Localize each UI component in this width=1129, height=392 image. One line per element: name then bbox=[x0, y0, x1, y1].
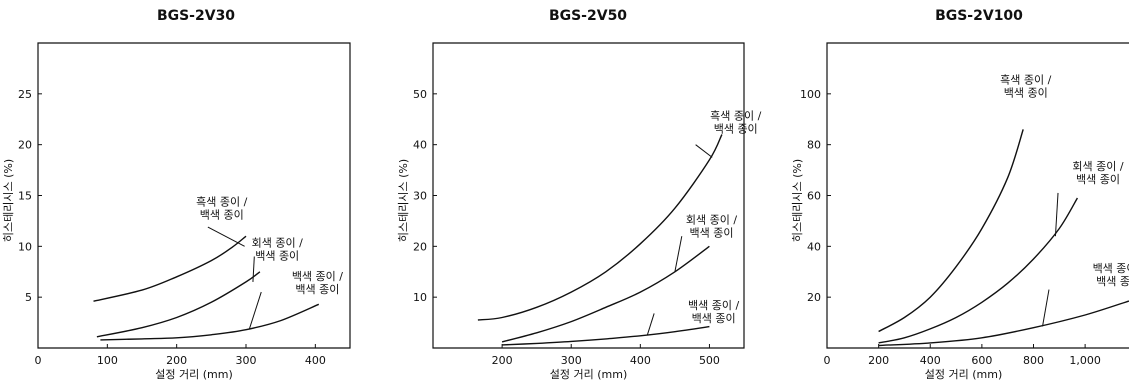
plot-frame bbox=[826, 42, 1129, 349]
x-tick-label: 0 bbox=[35, 354, 42, 367]
annotation-label: 백색 종이 / bbox=[688, 299, 739, 312]
annotation-pointer bbox=[695, 144, 713, 158]
y-tick-label: 40 bbox=[807, 240, 821, 253]
x-tick-label: 100 bbox=[97, 354, 118, 367]
annotation-label: 백색 종이 bbox=[714, 122, 758, 135]
x-tick-label: 200 bbox=[166, 354, 187, 367]
series-line bbox=[878, 300, 1129, 347]
y-tick-label: 25 bbox=[18, 88, 32, 101]
annotation-label: 백색 종이 bbox=[295, 283, 339, 296]
plot-frame bbox=[37, 42, 351, 349]
y-tick-label: 20 bbox=[413, 240, 427, 253]
annotation-label: 흑색 종이 / bbox=[710, 108, 761, 122]
annotation-pointer bbox=[207, 226, 245, 247]
x-tick-label: 400 bbox=[630, 354, 651, 367]
annotation-label: 회색 종이 / bbox=[1072, 160, 1123, 173]
x-tick-label: 400 bbox=[920, 354, 941, 367]
y-axis-label: 히스테리시스 (%) bbox=[790, 159, 804, 242]
annotation-pointer bbox=[646, 313, 655, 336]
y-tick-label: 30 bbox=[413, 190, 427, 203]
x-tick-label: 300 bbox=[561, 354, 582, 367]
annotation-label: 백색 종이 / bbox=[1093, 262, 1129, 275]
y-tick-label: 15 bbox=[18, 190, 32, 203]
x-tick-label: 1,000 bbox=[1069, 354, 1101, 367]
x-tick-label: 800 bbox=[1023, 354, 1044, 367]
y-tick-label: 10 bbox=[18, 240, 32, 253]
annotation-pointer bbox=[674, 236, 683, 272]
annotation-pointer bbox=[248, 291, 262, 329]
chart-title: BGS-2V50 bbox=[549, 8, 627, 24]
y-axis-label: 히스테리시스 (%) bbox=[396, 159, 410, 242]
annotation-label: 백색 종이 bbox=[692, 312, 736, 325]
annotation-pointer bbox=[1054, 192, 1059, 237]
x-tick-label: 200 bbox=[868, 354, 889, 367]
y-tick-label: 80 bbox=[807, 139, 821, 152]
annotation-label: 백색 종이 bbox=[200, 209, 244, 222]
y-tick-label: 40 bbox=[413, 139, 427, 152]
series-line bbox=[477, 134, 723, 321]
annotation-label: 백색 종이 / bbox=[292, 270, 343, 283]
chart-panel: BGS-2V50 200 300 400 500 10 20 30 40 50 설정 거리 (mm)… bbox=[396, 8, 762, 381]
annotation-pointer bbox=[1042, 289, 1050, 327]
x-tick-label: 200 bbox=[492, 354, 513, 367]
series-line bbox=[100, 303, 320, 341]
annotation-label: 백색 종이 bbox=[690, 226, 734, 239]
annotation-label: 회색 종이 / bbox=[252, 236, 303, 249]
chart-title: BGS-2V100 bbox=[935, 8, 1023, 24]
series-line bbox=[96, 271, 261, 338]
x-tick-label: 300 bbox=[236, 354, 257, 367]
y-tick-label: 50 bbox=[413, 88, 427, 101]
series-line bbox=[502, 325, 710, 346]
annotation-label: 흑색 종이 / bbox=[196, 195, 247, 209]
x-tick-label: 0 bbox=[824, 354, 831, 367]
x-axis-label: 설정 거리 (mm) bbox=[550, 368, 628, 381]
y-tick-label: 100 bbox=[800, 88, 821, 101]
x-axis-label: 설정 거리 (mm) bbox=[925, 368, 1003, 381]
series-line bbox=[501, 245, 710, 343]
y-tick-label: 20 bbox=[18, 139, 32, 152]
chart-panel: BGS-2V100 0 200 400 600 800 1,000 20 40 60 80 100 설정… bbox=[790, 8, 1129, 381]
x-tick-label: 500 bbox=[699, 354, 720, 367]
y-tick-label: 60 bbox=[807, 190, 821, 203]
y-tick-label: 5 bbox=[25, 291, 32, 304]
chart-title: BGS-2V30 bbox=[157, 8, 235, 24]
annotation-label: 백색 종이 bbox=[255, 249, 299, 262]
annotation-label: 백색 종이 bbox=[1004, 87, 1048, 100]
y-tick-label: 20 bbox=[807, 291, 821, 304]
series-line bbox=[93, 235, 247, 302]
annotation-pointer bbox=[252, 256, 255, 282]
y-axis-label: 히스테리시스 (%) bbox=[1, 159, 15, 242]
annotation-label: 백색 종이 bbox=[1076, 173, 1120, 186]
x-axis-label: 설정 거리 (mm) bbox=[155, 368, 233, 381]
series-line bbox=[878, 129, 1024, 333]
annotation-label: 회색 종이 / bbox=[686, 213, 737, 226]
annotation-label: 흑색 종이 / bbox=[1000, 73, 1051, 87]
x-tick-label: 400 bbox=[305, 354, 326, 367]
x-tick-label: 600 bbox=[971, 354, 992, 367]
chart-panel: BGS-2V30 0 100 200 300 400 5 10 15 20 25 설정 거리 (mm)… bbox=[1, 8, 351, 381]
annotation-label: 백색 종이 bbox=[1096, 275, 1129, 288]
y-tick-label: 10 bbox=[413, 291, 427, 304]
series-line bbox=[878, 197, 1079, 344]
